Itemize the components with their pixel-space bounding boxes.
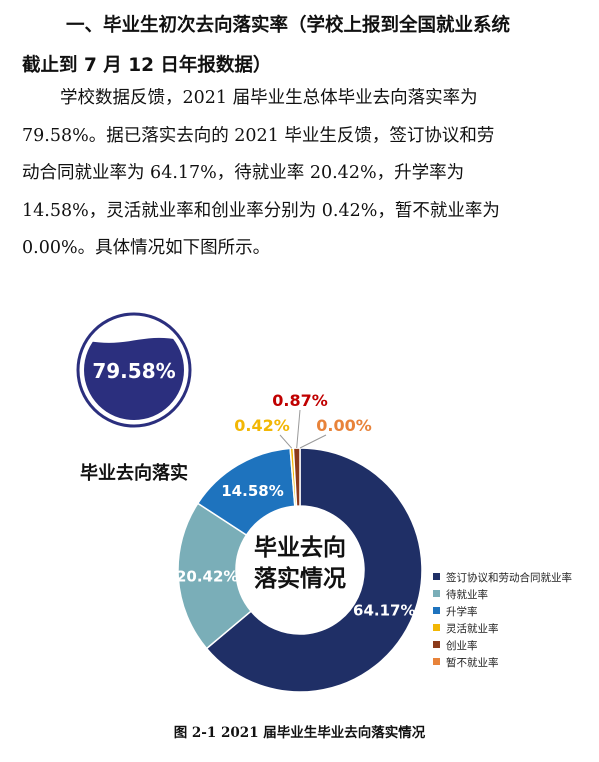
legend-label-5: 创业率 (446, 639, 478, 652)
leader-line-4 (279, 434, 293, 449)
center-label-line-1: 毕业去向 (254, 534, 346, 561)
completion-badge: 79.58% (76, 312, 192, 428)
heading-line-1: 一、毕业生初次去向落实率（学校上报到全国就业系统 (66, 15, 511, 36)
center-label-line-2: 落实情况 (254, 565, 346, 592)
donut-slice-1 (205, 447, 423, 693)
legend-label-3: 升学率 (446, 605, 478, 618)
legend-swatch-5 (433, 641, 440, 648)
leader-line-6 (299, 434, 327, 449)
leader-lines (279, 409, 327, 449)
badge-fill (84, 337, 184, 420)
data-label-2: 20.42% (176, 568, 238, 586)
legend-swatch-6 (433, 658, 440, 665)
legend-swatch-3 (433, 607, 440, 614)
badge-caption: 毕业去向落实 (80, 462, 188, 484)
data-label-4: 0.42% (234, 416, 290, 435)
donut-slice-5 (292, 447, 301, 507)
data-label-5: 0.87% (272, 391, 328, 410)
paragraph-line-2: 79.58%。据已落实去向的 2021 毕业生反馈，签订协议和劳 (22, 125, 495, 146)
paragraph-line-4: 14.58%，灵活就业率和创业率分别为 0.42%，暂不就业率为 (22, 200, 500, 221)
heading-line-2: 截止到 7 月 12 日年报数据） (22, 55, 272, 76)
body-paragraph: 学校数据反馈，2021 届毕业生总体毕业去向落实率为 79.58%。据已落实去向… (22, 80, 582, 268)
data-label-3: 14.58% (221, 482, 283, 500)
data-labels: 64.17% 20.42% 14.58% 0.42% 0.87% 0.00% (176, 391, 416, 619)
figure-caption: 图 2-1 2021 届毕业生毕业去向落实情况 (173, 725, 426, 741)
legend-label-6: 暂不就业率 (446, 656, 499, 669)
figure-donut-chart: 79.58% 毕业去向落实 64.17% 20.42% 14.58% 0.42% 0.8… (0, 305, 599, 725)
paragraph-line-1: 学校数据反馈，2021 届毕业生总体毕业去向落实率为 (60, 88, 478, 108)
legend-label-2: 待就业率 (446, 588, 488, 601)
legend-swatch-4 (433, 624, 440, 631)
donut-slices (177, 447, 423, 693)
data-label-6: 0.00% (316, 416, 372, 435)
paragraph-line-3: 动合同就业率为 64.17%，待就业率 20.42%，升学率为 (22, 163, 465, 183)
paragraph-line-5: 0.00%。具体情况如下图所示。 (22, 238, 271, 258)
section-heading: 一、毕业生初次去向落实率（学校上报到全国就业系统 截止到 7 月 12 日年报数… (22, 6, 590, 86)
chart-svg: 79.58% 毕业去向落实 64.17% 20.42% 14.58% 0.42% 0.8… (76, 312, 572, 693)
legend-swatch-1 (433, 573, 440, 580)
data-label-1: 64.17% (353, 601, 415, 619)
leader-line-5 (296, 409, 301, 449)
legend-label-1: 签订协议和劳动合同就业率 (446, 571, 572, 584)
legend-label-4: 灵活就业率 (446, 622, 499, 635)
legend-swatch-2 (433, 590, 440, 597)
badge-value: 79.58% (92, 359, 175, 383)
